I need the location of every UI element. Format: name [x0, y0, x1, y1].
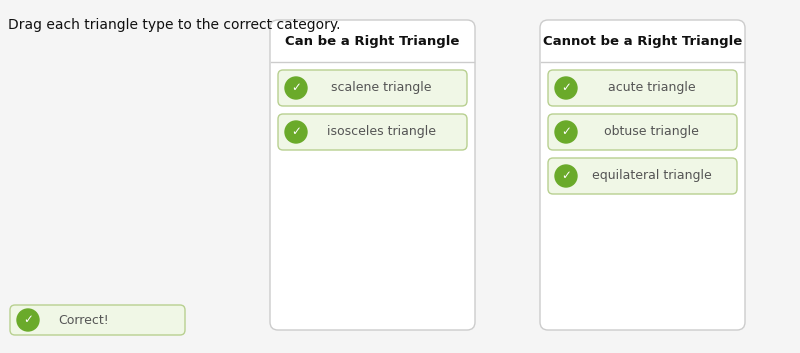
Ellipse shape — [285, 121, 307, 143]
FancyBboxPatch shape — [278, 114, 467, 150]
Text: ✓: ✓ — [291, 82, 301, 95]
Text: Correct!: Correct! — [58, 313, 109, 327]
Ellipse shape — [555, 77, 577, 99]
Text: ✓: ✓ — [23, 313, 33, 327]
Text: equilateral triangle: equilateral triangle — [592, 169, 711, 183]
FancyBboxPatch shape — [278, 70, 467, 106]
Text: isosceles triangle: isosceles triangle — [327, 126, 436, 138]
Text: acute triangle: acute triangle — [608, 82, 695, 95]
FancyBboxPatch shape — [540, 20, 745, 330]
Text: Cannot be a Right Triangle: Cannot be a Right Triangle — [543, 35, 742, 48]
Ellipse shape — [555, 121, 577, 143]
Text: obtuse triangle: obtuse triangle — [604, 126, 699, 138]
Text: scalene triangle: scalene triangle — [331, 82, 432, 95]
Ellipse shape — [285, 77, 307, 99]
Text: Can be a Right Triangle: Can be a Right Triangle — [286, 35, 460, 48]
Text: Drag each triangle type to the correct category.: Drag each triangle type to the correct c… — [8, 18, 341, 32]
FancyBboxPatch shape — [548, 158, 737, 194]
Text: ✓: ✓ — [291, 126, 301, 138]
Text: ✓: ✓ — [561, 169, 571, 183]
Text: ✓: ✓ — [561, 126, 571, 138]
Text: ✓: ✓ — [561, 82, 571, 95]
FancyBboxPatch shape — [548, 114, 737, 150]
FancyBboxPatch shape — [270, 20, 475, 330]
Ellipse shape — [555, 165, 577, 187]
FancyBboxPatch shape — [548, 70, 737, 106]
Ellipse shape — [17, 309, 39, 331]
FancyBboxPatch shape — [10, 305, 185, 335]
